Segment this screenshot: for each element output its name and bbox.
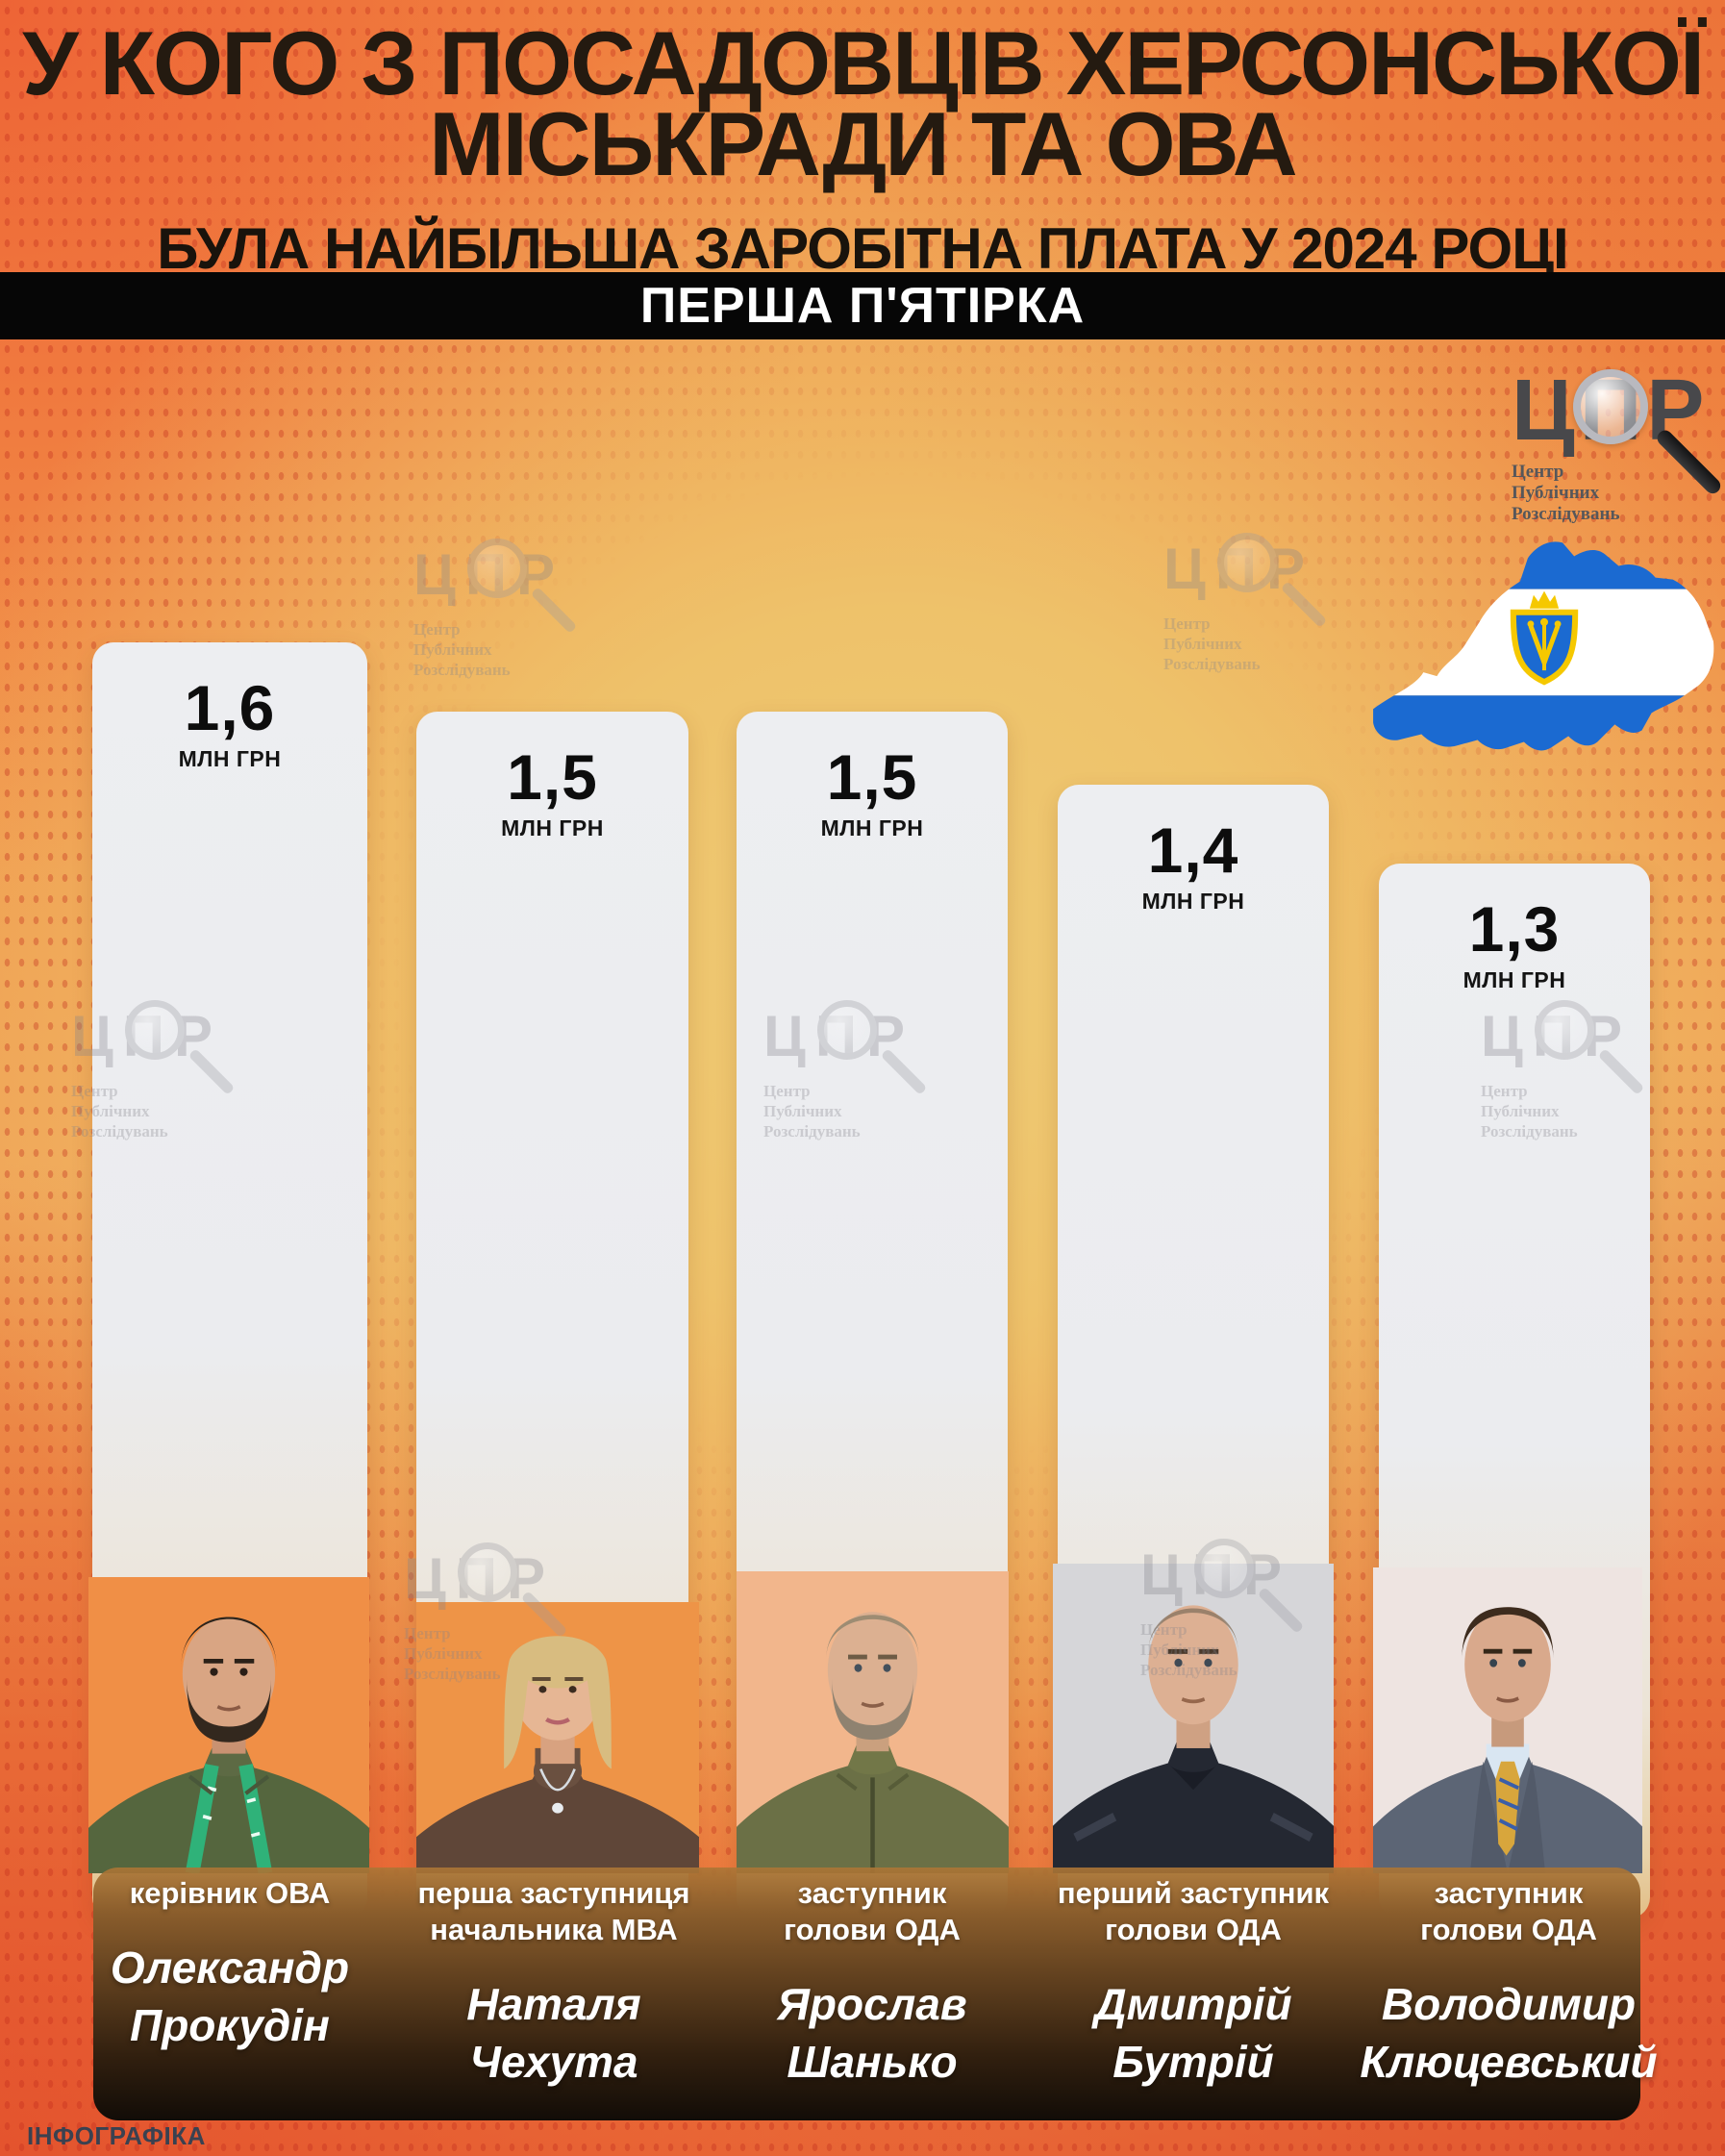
- bar-unit: МЛН ГРН: [501, 815, 604, 840]
- bar-value: 1,4: [1147, 815, 1239, 886]
- person-name: Наталя Чехута: [466, 1979, 641, 2087]
- top5-band-label: ПЕРША П'ЯТІРКА: [639, 278, 1086, 334]
- person-name: Володимир Клюцевський: [1360, 1979, 1658, 2087]
- photo-oleksandr-prokudin: [88, 1577, 369, 1873]
- label-klyutsevskyi: заступник голови ОДА Володимир Клюцевський: [1347, 1875, 1670, 2091]
- page-title-line1: У КОГО З ПОСАДОВЦІВ ХЕРСОНСЬКОЇ: [22, 13, 1705, 113]
- photo-natalia-chekhuta: [416, 1602, 699, 1873]
- page-subtitle: БУЛА НАЙБІЛЬША ЗАРОБІТНА ПЛАТА У 2024 РО…: [157, 216, 1568, 281]
- position-title: перший заступник голови ОДА: [1057, 1876, 1330, 1946]
- label-shanko: заступник голови ОДА Ярослав Шанько: [711, 1875, 1034, 2091]
- photo-yaroslav-shanko: [737, 1571, 1009, 1873]
- bar-value: 1,5: [507, 741, 598, 813]
- top5-band: ПЕРША П'ЯТІРКА: [0, 272, 1725, 339]
- cpr-logo-caption: Центр Публічних Розслідувань: [1512, 462, 1620, 524]
- position-title: керівник ОВА: [129, 1876, 331, 1910]
- photo-dmytro-butriy: [1053, 1564, 1334, 1873]
- names-panel: [93, 1868, 1640, 2120]
- magnifier-icon: [1573, 369, 1648, 444]
- label-prokudin: керівник ОВА Олександр Прокудін: [68, 1875, 391, 2054]
- person-name: Ярослав Шанько: [777, 1979, 967, 2087]
- bar-value: 1,5: [826, 741, 918, 813]
- bar-value: 1,6: [184, 672, 276, 743]
- kherson-coat-of-arms: [1510, 590, 1579, 686]
- bar-value: 1,3: [1468, 893, 1561, 965]
- position-title: перша заступниця начальника МВА: [417, 1876, 690, 1946]
- bar-unit: МЛН ГРН: [1462, 967, 1566, 992]
- person-name: Дмитрій Бутрій: [1094, 1979, 1292, 2087]
- kherson-oblast-flag-map: [1373, 541, 1714, 751]
- infographic-credit: ІНФОГРАФІКА: [27, 2121, 206, 2150]
- bar-unit: МЛН ГРН: [178, 746, 282, 771]
- label-chekhuta: перша заступниця начальника МВА Наталя Чех…: [392, 1875, 715, 2091]
- header: У КОГО З ПОСАДОВЦІВ ХЕРСОНСЬКОЇ МІСЬКРАД…: [0, 13, 1725, 282]
- bar-unit: МЛН ГРН: [820, 815, 924, 840]
- cpr-logo: ЦПР Центр Публічних Розслідувань: [1512, 367, 1724, 540]
- page-title-line2: МІСЬКРАДИ ТА ОВА: [429, 93, 1297, 194]
- bar-unit: МЛН ГРН: [1141, 889, 1245, 914]
- photo-volodymyr-klyutsevskyi: [1373, 1567, 1642, 1873]
- position-title: заступник голови ОДА: [1420, 1876, 1597, 1946]
- position-title: заступник голови ОДА: [784, 1876, 961, 1946]
- label-butriy: перший заступник голови ОДА Дмитрій Бутрій: [1032, 1875, 1355, 2091]
- person-name: Олександр Прокудін: [110, 1943, 350, 2050]
